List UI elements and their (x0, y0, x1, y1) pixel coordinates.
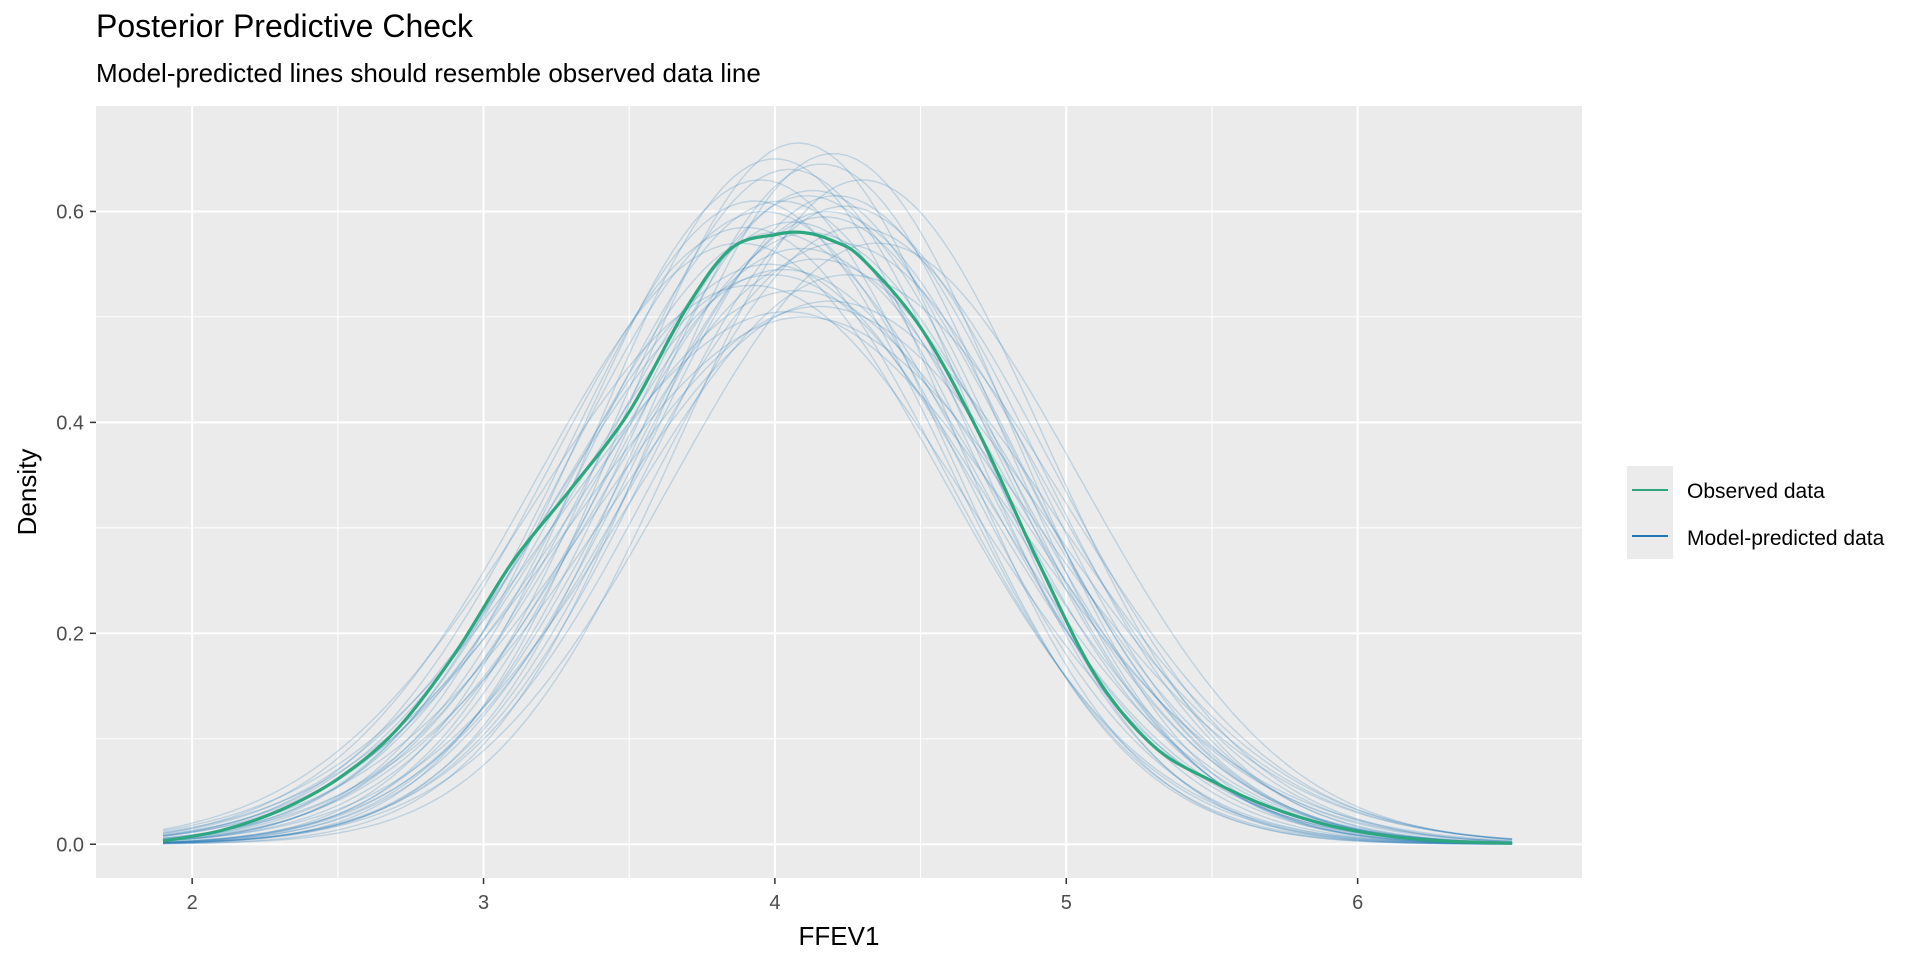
y-axis-title: Density (12, 449, 42, 536)
predicted-line (162, 226, 1513, 845)
predicted-line (162, 205, 1513, 844)
y-tick-label: 0.2 (56, 623, 84, 645)
predicted-line (162, 231, 1513, 844)
predicted-line (162, 189, 1513, 845)
x-tick-label: 2 (187, 892, 198, 914)
predicted-line (162, 289, 1513, 842)
chart-title: Posterior Predictive Check (96, 8, 474, 44)
chart-subtitle: Model-predicted lines should resemble ob… (96, 58, 761, 88)
legend: Observed data Model-predicted data (1627, 466, 1885, 559)
x-tick-label: 5 (1061, 892, 1072, 914)
plot-panel (96, 106, 1582, 878)
predicted-line (162, 200, 1513, 845)
axis-ticks (90, 210, 1359, 884)
predicted-line (162, 242, 1513, 844)
grid-minor (96, 106, 1582, 878)
y-tick-label: 0.4 (56, 412, 84, 434)
predicted-line (162, 163, 1513, 845)
predicted-line (162, 268, 1513, 844)
legend-label-observed: Observed data (1687, 480, 1825, 503)
predicted-line (162, 221, 1513, 845)
observed-line-group (162, 230, 1513, 845)
predicted-line (162, 179, 1513, 845)
predicted-line (162, 300, 1513, 840)
predicted-line (162, 194, 1513, 844)
predicted-line (162, 210, 1513, 844)
predicted-line (162, 247, 1513, 844)
x-tick-labels: 2 3 4 5 6 (187, 892, 1364, 914)
x-tick-label: 6 (1352, 892, 1363, 914)
predicted-line (162, 158, 1513, 845)
predicted-line (162, 232, 1513, 845)
predicted-line (162, 274, 1513, 844)
x-tick-label: 3 (478, 892, 489, 914)
grid-major (96, 106, 1582, 878)
predicted-line (162, 310, 1513, 842)
predicted-line (162, 305, 1513, 840)
predicted-line (162, 152, 1513, 845)
predicted-line (162, 226, 1513, 844)
predicted-line (162, 142, 1513, 845)
predicted-line (162, 194, 1513, 845)
predicted-line (162, 263, 1513, 844)
x-tick-label: 4 (769, 892, 780, 914)
observed-line (162, 230, 1513, 845)
legend-label-predicted: Model-predicted data (1687, 527, 1885, 550)
predicted-line (162, 284, 1513, 844)
predicted-line (162, 179, 1513, 845)
y-tick-label: 0.0 (56, 834, 84, 856)
predicted-line (162, 168, 1513, 845)
predicted-line (162, 210, 1513, 845)
y-tick-labels: 0.0 0.2 0.4 0.6 (56, 201, 84, 856)
predicted-line (162, 242, 1513, 845)
predicted-line (162, 273, 1513, 842)
x-axis-title: FFEV1 (799, 921, 880, 951)
predicted-lines (162, 142, 1513, 845)
y-tick-label: 0.6 (56, 201, 84, 223)
predicted-line (162, 258, 1513, 843)
legend-key-background (1627, 466, 1673, 559)
predicted-line (162, 200, 1513, 845)
predicted-line (162, 216, 1513, 844)
